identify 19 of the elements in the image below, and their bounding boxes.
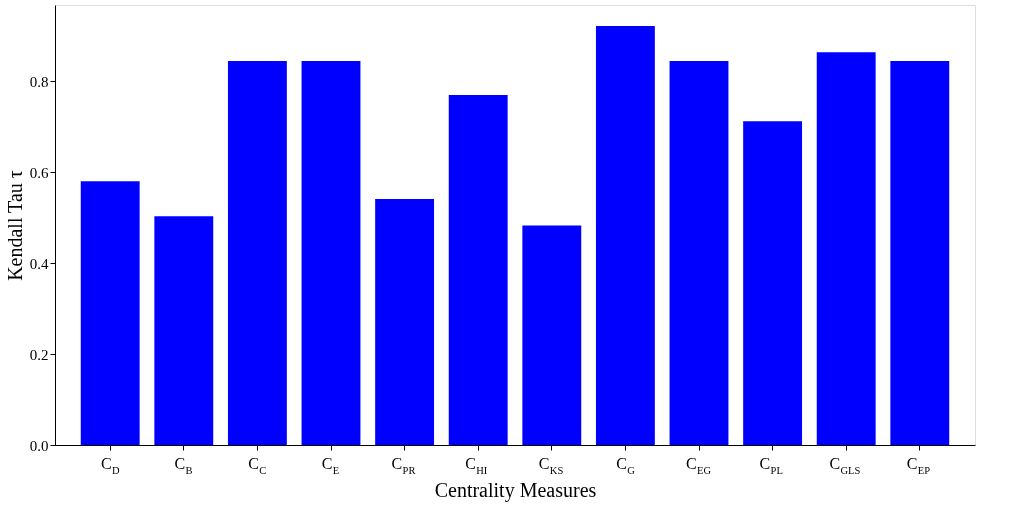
y-tick-label: 0.6 [29, 164, 49, 181]
bar [154, 216, 214, 445]
x-axis-title: Centrality Measures [434, 479, 597, 502]
bar [522, 225, 582, 445]
bar [890, 60, 950, 445]
bar [448, 95, 508, 445]
y-tick-label: 0.0 [29, 437, 49, 454]
y-tick-label: 0.8 [29, 73, 49, 90]
bar [816, 52, 876, 445]
bar [595, 25, 655, 445]
y-tick-label: 0.2 [29, 346, 49, 363]
bar [375, 199, 435, 445]
bar [227, 60, 287, 445]
bar [80, 181, 140, 445]
bar [669, 60, 729, 445]
y-tick-label: 0.4 [29, 255, 49, 272]
y-axis-title: Kendall Tau τ [3, 170, 26, 281]
bar [301, 60, 361, 445]
bar [743, 121, 803, 445]
